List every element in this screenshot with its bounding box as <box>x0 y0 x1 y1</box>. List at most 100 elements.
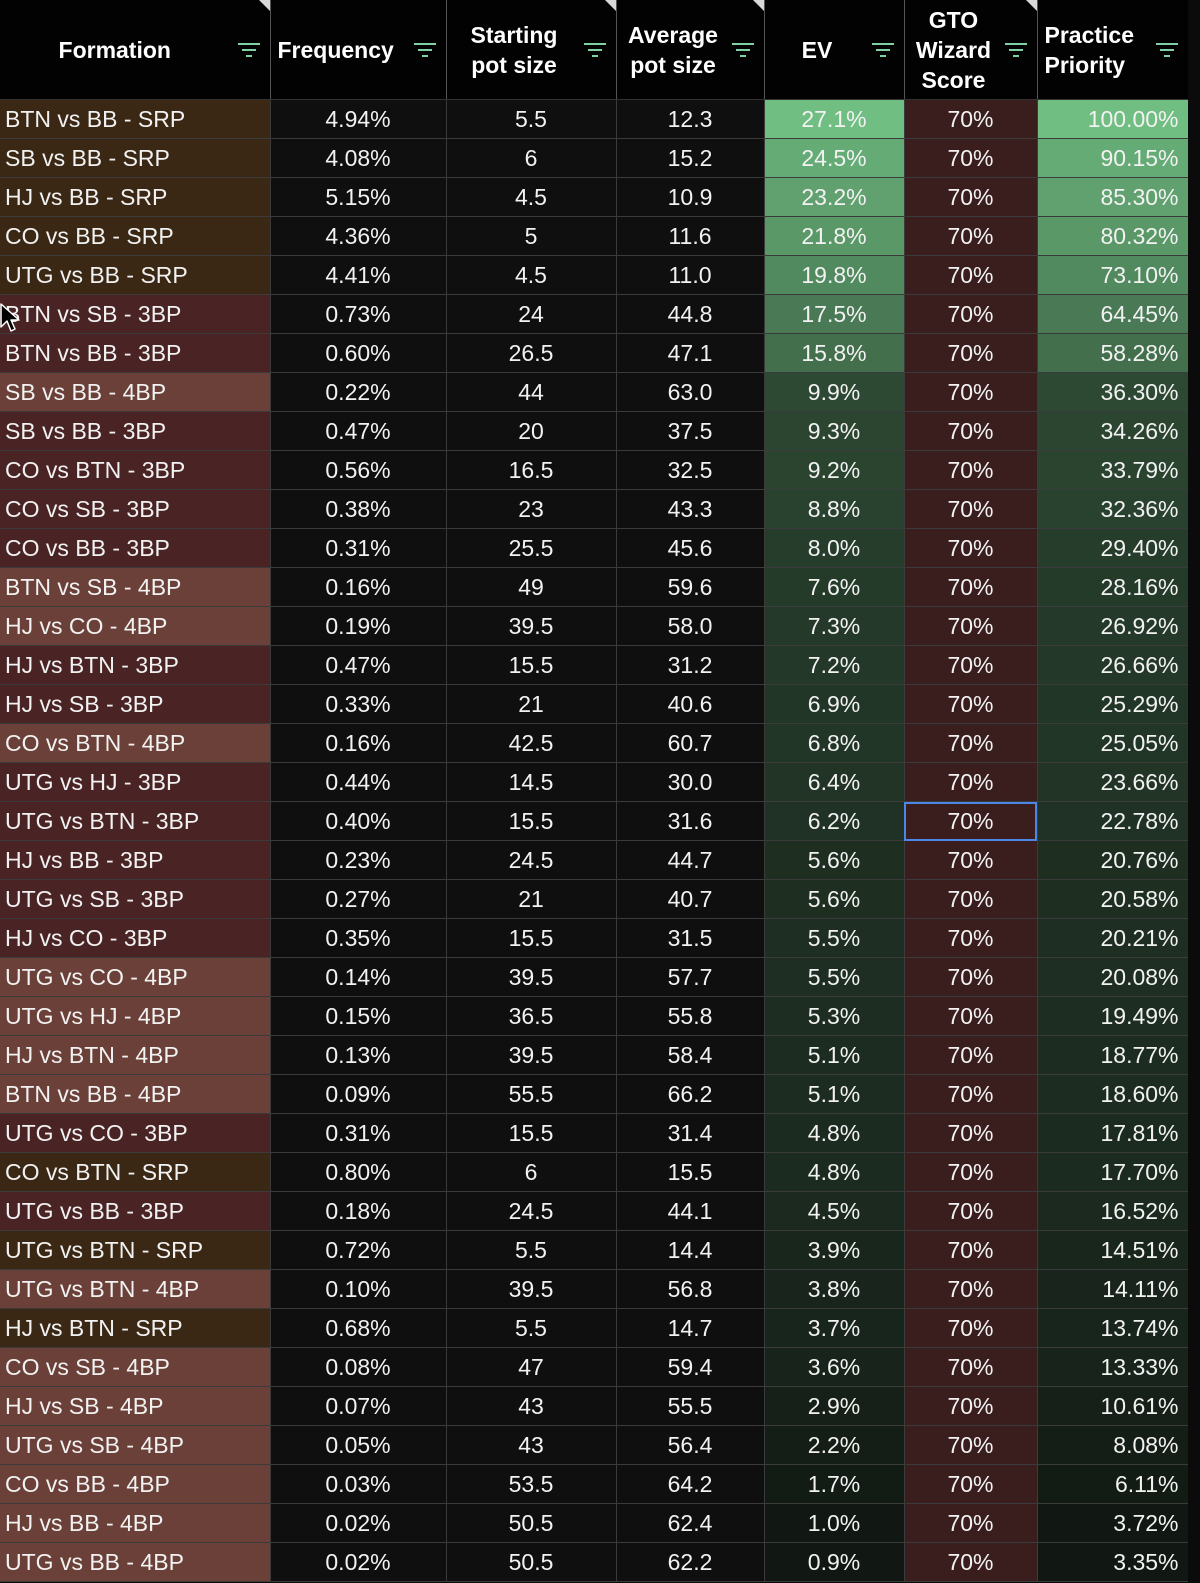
cell-gto-score[interactable]: 70% <box>904 879 1038 919</box>
cell-practice-priority[interactable]: 85.30% <box>1037 177 1188 217</box>
cell-practice-priority[interactable]: 20.21% <box>1037 918 1188 958</box>
cell-gto-score[interactable]: 70% <box>904 1035 1038 1075</box>
filter-icon[interactable] <box>237 42 260 58</box>
cell-average-pot[interactable]: 59.4 <box>616 1347 765 1387</box>
cell-practice-priority[interactable]: 17.81% <box>1037 1113 1188 1153</box>
cell-formation[interactable]: HJ vs BB - 4BP <box>0 1503 271 1543</box>
cell-ev[interactable]: 6.8% <box>764 723 905 763</box>
cell-frequency[interactable]: 0.47% <box>270 411 447 451</box>
cell-starting-pot[interactable]: 26.5 <box>446 333 617 373</box>
cell-average-pot[interactable]: 66.2 <box>616 1074 765 1114</box>
cell-practice-priority[interactable]: 73.10% <box>1037 255 1188 295</box>
cell-ev[interactable]: 5.6% <box>764 840 905 880</box>
cell-average-pot[interactable]: 11.6 <box>616 216 765 256</box>
cell-frequency[interactable]: 0.27% <box>270 879 447 919</box>
cell-gto-score[interactable]: 70% <box>904 645 1038 685</box>
cell-formation[interactable]: UTG vs BTN - 3BP <box>0 801 271 841</box>
cell-average-pot[interactable]: 56.4 <box>616 1425 765 1465</box>
cell-practice-priority[interactable]: 13.74% <box>1037 1308 1188 1348</box>
cell-formation[interactable]: BTN vs BB - 3BP <box>0 333 271 373</box>
cell-average-pot[interactable]: 32.5 <box>616 450 765 490</box>
cell-frequency[interactable]: 0.16% <box>270 723 447 763</box>
cell-starting-pot[interactable]: 47 <box>446 1347 617 1387</box>
cell-practice-priority[interactable]: 34.26% <box>1037 411 1188 451</box>
cell-gto-score[interactable]: 70% <box>904 1464 1038 1504</box>
cell-average-pot[interactable]: 60.7 <box>616 723 765 763</box>
cell-ev[interactable]: 3.8% <box>764 1269 905 1309</box>
cell-formation[interactable]: HJ vs SB - 3BP <box>0 684 271 724</box>
cell-ev[interactable]: 3.7% <box>764 1308 905 1348</box>
cell-frequency[interactable]: 4.08% <box>270 138 447 178</box>
cell-starting-pot[interactable]: 16.5 <box>446 450 617 490</box>
cell-frequency[interactable]: 0.31% <box>270 1113 447 1153</box>
cell-gto-score[interactable]: 70% <box>904 255 1038 295</box>
cell-frequency[interactable]: 5.15% <box>270 177 447 217</box>
cell-formation[interactable]: UTG vs CO - 3BP <box>0 1113 271 1153</box>
cell-ev[interactable]: 3.6% <box>764 1347 905 1387</box>
cell-frequency[interactable]: 0.16% <box>270 567 447 607</box>
cell-average-pot[interactable]: 40.7 <box>616 879 765 919</box>
cell-frequency[interactable]: 0.33% <box>270 684 447 724</box>
header-average-pot-size[interactable]: Average pot size <box>616 0 765 100</box>
cell-frequency[interactable]: 4.41% <box>270 255 447 295</box>
cell-starting-pot[interactable]: 49 <box>446 567 617 607</box>
cell-average-pot[interactable]: 37.5 <box>616 411 765 451</box>
cell-formation[interactable]: HJ vs CO - 3BP <box>0 918 271 958</box>
cell-ev[interactable]: 5.1% <box>764 1074 905 1114</box>
cell-average-pot[interactable]: 64.2 <box>616 1464 765 1504</box>
cell-practice-priority[interactable]: 13.33% <box>1037 1347 1188 1387</box>
cell-practice-priority[interactable]: 90.15% <box>1037 138 1188 178</box>
cell-gto-score[interactable]: 70% <box>904 918 1038 958</box>
cell-starting-pot[interactable]: 24 <box>446 294 617 334</box>
cell-gto-score[interactable]: 70% <box>904 1386 1038 1426</box>
cell-practice-priority[interactable]: 17.70% <box>1037 1152 1188 1192</box>
cell-gto-score[interactable]: 70% <box>904 99 1038 139</box>
cell-formation[interactable]: UTG vs CO - 4BP <box>0 957 271 997</box>
cell-frequency[interactable]: 4.36% <box>270 216 447 256</box>
filter-icon[interactable] <box>413 42 436 58</box>
cell-practice-priority[interactable]: 6.11% <box>1037 1464 1188 1504</box>
cell-frequency[interactable]: 0.15% <box>270 996 447 1036</box>
cell-ev[interactable]: 4.8% <box>764 1152 905 1192</box>
cell-average-pot[interactable]: 45.6 <box>616 528 765 568</box>
cell-ev[interactable]: 17.5% <box>764 294 905 334</box>
cell-formation[interactable]: SB vs BB - SRP <box>0 138 271 178</box>
cell-formation[interactable]: CO vs BB - SRP <box>0 216 271 256</box>
cell-frequency[interactable]: 0.38% <box>270 489 447 529</box>
cell-practice-priority[interactable]: 3.72% <box>1037 1503 1188 1543</box>
cell-average-pot[interactable]: 43.3 <box>616 489 765 529</box>
cell-gto-score[interactable]: 70% <box>904 1347 1038 1387</box>
cell-ev[interactable]: 5.3% <box>764 996 905 1036</box>
cell-starting-pot[interactable]: 14.5 <box>446 762 617 802</box>
cell-ev[interactable]: 6.9% <box>764 684 905 724</box>
cell-ev[interactable]: 6.4% <box>764 762 905 802</box>
cell-gto-score[interactable]: 70% <box>904 606 1038 646</box>
cell-gto-score[interactable]: 70% <box>904 684 1038 724</box>
cell-starting-pot[interactable]: 6 <box>446 1152 617 1192</box>
cell-starting-pot[interactable]: 43 <box>446 1386 617 1426</box>
cell-starting-pot[interactable]: 39.5 <box>446 1269 617 1309</box>
cell-starting-pot[interactable]: 42.5 <box>446 723 617 763</box>
cell-frequency[interactable]: 4.94% <box>270 99 447 139</box>
cell-average-pot[interactable]: 58.4 <box>616 1035 765 1075</box>
cell-frequency[interactable]: 0.80% <box>270 1152 447 1192</box>
cell-ev[interactable]: 5.5% <box>764 918 905 958</box>
cell-average-pot[interactable]: 15.5 <box>616 1152 765 1192</box>
cell-formation[interactable]: CO vs SB - 4BP <box>0 1347 271 1387</box>
cell-ev[interactable]: 23.2% <box>764 177 905 217</box>
cell-average-pot[interactable]: 57.7 <box>616 957 765 997</box>
cell-formation[interactable]: BTN vs BB - 4BP <box>0 1074 271 1114</box>
cell-gto-score[interactable]: 70% <box>904 294 1038 334</box>
cell-starting-pot[interactable]: 5.5 <box>446 1230 617 1270</box>
cell-formation[interactable]: HJ vs CO - 4BP <box>0 606 271 646</box>
cell-frequency[interactable]: 0.73% <box>270 294 447 334</box>
cell-practice-priority[interactable]: 58.28% <box>1037 333 1188 373</box>
cell-formation[interactable]: CO vs SB - 3BP <box>0 489 271 529</box>
cell-average-pot[interactable]: 14.4 <box>616 1230 765 1270</box>
cell-gto-score[interactable]: 70% <box>904 1308 1038 1348</box>
cell-ev[interactable]: 7.6% <box>764 567 905 607</box>
cell-frequency[interactable]: 0.08% <box>270 1347 447 1387</box>
header-ev[interactable]: EV <box>764 0 905 100</box>
cell-ev[interactable]: 6.2% <box>764 801 905 841</box>
cell-practice-priority[interactable]: 28.16% <box>1037 567 1188 607</box>
